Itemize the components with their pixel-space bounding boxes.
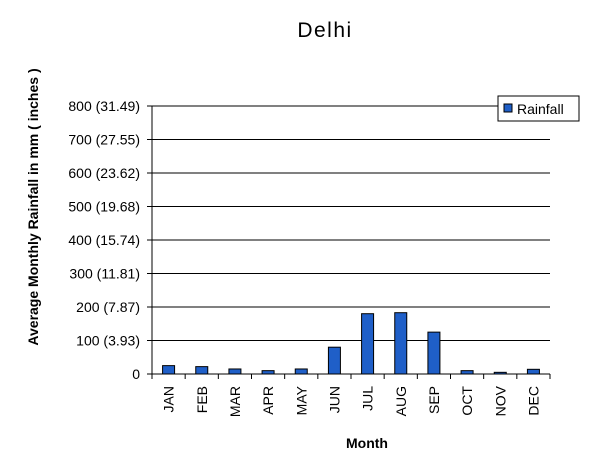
bar-feb (195, 366, 209, 375)
y-tick-label: 300 (11.81) (69, 266, 140, 282)
bar-apr (261, 370, 275, 375)
x-axis-label: Month (346, 435, 388, 451)
x-tick-label: JUN (326, 386, 342, 413)
bar-may (294, 368, 308, 375)
y-tick-label: 0 (132, 366, 140, 382)
bar-sep (427, 331, 441, 375)
bars (162, 312, 540, 375)
x-tick-label: MAR (227, 386, 243, 417)
x-tick-labels: JAN FEB MAR APR MAY JUN JUL AUG SEP OCT NOV DEC (151, 374, 551, 417)
bar-aug (394, 312, 408, 375)
bar-mar (228, 368, 242, 375)
x-tick-label: AUG (393, 386, 409, 416)
bar-oct (460, 370, 474, 375)
x-tick-label: MAY (293, 385, 309, 415)
x-tick-label: JUL (360, 386, 376, 411)
y-tick-label: 100 (3.93) (76, 333, 140, 349)
gridlines (152, 105, 550, 341)
y-tick-label: 400 (15.74) (68, 232, 140, 248)
y-tick-label: 200 (7.87) (76, 299, 140, 315)
x-tick-label: JAN (161, 386, 177, 412)
y-tick-label: 500 (19.68) (68, 199, 140, 215)
bar-jun (327, 346, 341, 375)
y-tick-labels: 0 100 (3.93) 200 (7.87) 300 (11.81) 400 (15.… (68, 98, 152, 382)
x-tick-label: APR (260, 386, 276, 415)
bar-jul (361, 313, 375, 375)
x-tick-label: DEC (525, 386, 541, 416)
y-tick-label: 600 (23.62) (68, 165, 140, 181)
legend: Rainfall (497, 95, 580, 122)
legend-swatch (503, 103, 513, 113)
x-tick-label: NOV (492, 385, 508, 416)
legend-box (497, 95, 580, 122)
legend-label-rainfall: Rainfall (517, 101, 564, 117)
x-tick-label: OCT (459, 386, 475, 416)
y-tick-label: 800 (31.49) (68, 98, 140, 114)
chart-title: Delhi (297, 19, 352, 42)
bar-jan (162, 365, 176, 375)
x-tick-label: SEP (426, 386, 442, 414)
y-axis-label: Average Monthly Rainfall in mm ( inches … (25, 68, 41, 345)
x-tick-label: FEB (194, 386, 210, 413)
y-tick-label: 700 (27.55) (68, 132, 140, 148)
bar-dec (526, 368, 540, 375)
